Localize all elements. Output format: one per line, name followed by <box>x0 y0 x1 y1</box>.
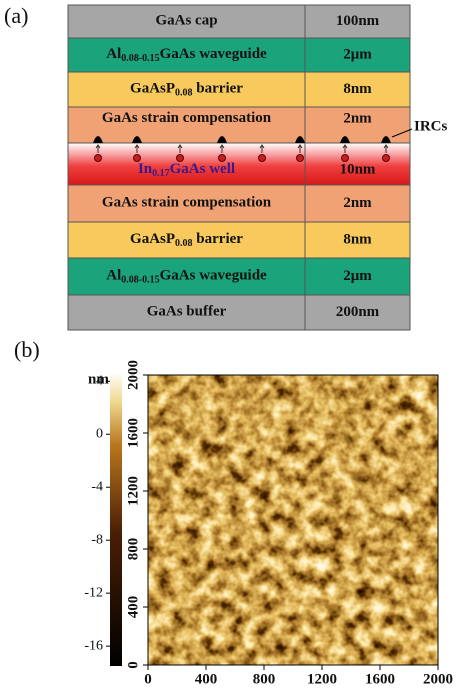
layer-thickness: 10nm <box>340 161 376 177</box>
layer-name: GaAs buffer <box>147 304 227 320</box>
panel-label: (a) <box>4 3 28 28</box>
layer-thickness: 2μm <box>343 268 372 284</box>
irc-dot <box>297 155 304 162</box>
y-tick-label: 1200 <box>125 476 141 506</box>
x-tick-label: 2000 <box>423 671 453 687</box>
name-part: barrier <box>193 81 244 97</box>
name-part: GaAs cap <box>155 13 217 29</box>
layer-name: GaAs cap <box>155 13 217 29</box>
x-tick-label: 0 <box>144 671 152 687</box>
name-part: barrier <box>193 231 244 247</box>
name-part: GaAs waveguide <box>160 46 267 62</box>
name-part: GaAs waveguide <box>160 268 267 284</box>
colorbar-tick-label: -4 <box>91 479 103 494</box>
name-part: In <box>138 161 153 177</box>
layer-thickness: 8nm <box>343 231 372 247</box>
y-tick-label: 800 <box>125 538 141 561</box>
name-part: 0.08 <box>175 238 193 249</box>
layer-thickness: 2μm <box>343 46 372 62</box>
afm-image <box>148 375 438 665</box>
x-tick-label: 1600 <box>365 671 395 687</box>
name-part: GaAs strain compensation <box>102 110 272 126</box>
layer-thickness: 200nm <box>336 304 380 320</box>
y-tick-label: 0 <box>125 661 141 669</box>
name-part: GaAs well <box>170 161 235 177</box>
layer-thickness: 2nm <box>343 195 372 211</box>
x-tick-label: 400 <box>195 671 218 687</box>
x-tick-label: 1200 <box>307 671 337 687</box>
name-part: Al <box>106 46 121 62</box>
figure: (a) (b) nm GaAs cap100nmAl0.08-0.15GaAs … <box>0 0 457 691</box>
layer-name: GaAs strain compensation <box>102 195 272 211</box>
irc-dot <box>134 155 141 162</box>
y-tick-label: 1600 <box>125 418 141 448</box>
y-tick-label: 400 <box>125 596 141 619</box>
irc-dot <box>177 155 184 162</box>
page: (a) (b) nm GaAs cap100nmAl0.08-0.15GaAs … <box>0 0 457 691</box>
layer-thickness: 8nm <box>343 81 372 97</box>
x-tick-label: 800 <box>253 671 276 687</box>
irc-dot <box>342 155 349 162</box>
name-part: 0.08-0.15 <box>121 53 159 64</box>
annotation: IRCs <box>414 118 448 134</box>
irc-dot <box>383 155 390 162</box>
name-part: GaAs buffer <box>147 304 227 320</box>
layer-thickness: 100nm <box>336 13 380 29</box>
name-part: 0.08 <box>175 88 193 99</box>
irc-dot <box>95 155 102 162</box>
name-part: 0.17 <box>152 168 170 179</box>
colorbar-tick-label: -8 <box>91 532 103 547</box>
colorbar-tick-label: -16 <box>84 638 103 653</box>
layer-thickness: 2nm <box>343 110 372 126</box>
name-part: GaAs strain compensation <box>102 195 272 211</box>
name-part: Al <box>106 268 121 284</box>
name-part: 0.08-0.15 <box>121 275 159 286</box>
colorbar <box>110 372 122 666</box>
irc-dot <box>259 155 266 162</box>
colorbar-tick-label: 0 <box>96 426 103 441</box>
panel-label: (b) <box>14 337 40 362</box>
name-part: GaAsP <box>130 231 175 247</box>
colorbar-tick-label: -12 <box>84 585 103 600</box>
layer-name: GaAs strain compensation <box>102 110 272 126</box>
y-tick-label: 2000 <box>125 360 141 390</box>
name-part: GaAsP <box>130 81 175 97</box>
colorbar-tick-label: 4 <box>96 373 103 388</box>
irc-dot <box>219 155 226 162</box>
